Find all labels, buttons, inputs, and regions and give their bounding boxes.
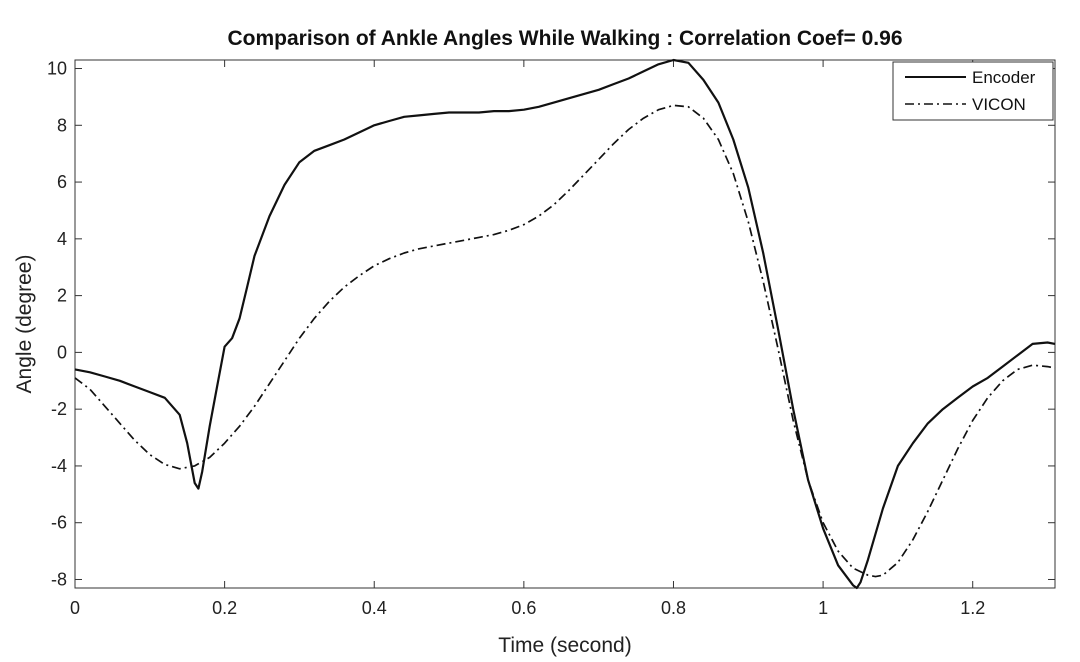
y-axis-label: Angle (degree) [13,255,36,394]
axis-ticks: 0 0.2 0.4 0.6 0.8 1 1.2 -8 -6 -4 -2 0 2 4 6 8 10 [47,59,1055,618]
series-line-vicon [74,104,1056,578]
x-tick-label: 0 [70,598,80,618]
legend: Encoder VICON [892,61,1054,121]
y-tick-label: 4 [57,229,67,249]
y-tick-label: 2 [57,286,67,306]
legend-box [892,61,1054,121]
x-tick-label: 0.6 [511,598,536,618]
legend-label-encoder: Encoder [972,68,1036,87]
legend-label-vicon: VICON [972,95,1026,114]
series-layer [74,58,1056,590]
x-tick-label: 0.8 [661,598,686,618]
x-tick-label: 0.2 [212,598,237,618]
y-tick-label: 0 [57,342,67,362]
x-tick-label: 1 [818,598,828,618]
y-tick-label: 6 [57,172,67,192]
series-line-encoder [74,58,1056,590]
y-tick-label: 8 [57,115,67,135]
y-tick-label: -2 [51,399,67,419]
plot-area [74,59,1056,589]
chart-title: Comparison of Ankle Angles While Walking… [227,27,902,50]
y-tick-label: -4 [51,456,67,476]
y-tick-label: 10 [47,59,67,79]
y-tick-label: -8 [51,569,67,589]
y-tick-label: -6 [51,513,67,533]
x-tick-label: 0.4 [362,598,387,618]
x-tick-label: 1.2 [960,598,985,618]
x-axis-label: Time (second) [498,634,631,657]
